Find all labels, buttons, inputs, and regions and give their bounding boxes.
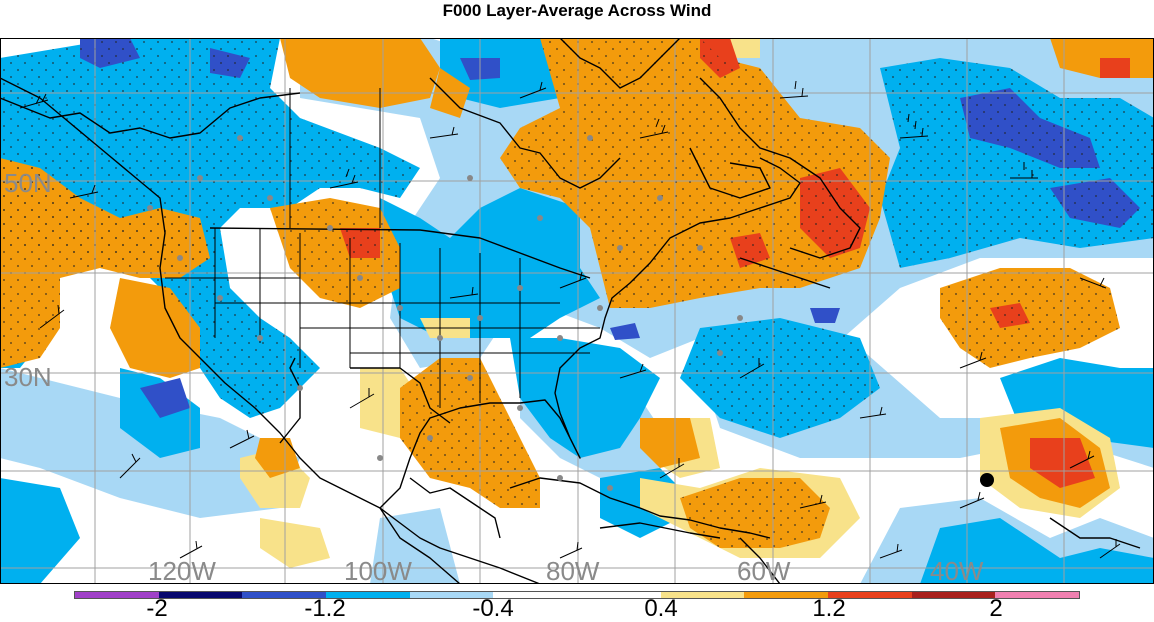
coastlines-borders bbox=[0, 38, 1141, 584]
colorbar-segment-1 bbox=[158, 592, 243, 598]
colorbar-label: 1.2 bbox=[812, 595, 846, 622]
colorbar-segment-0 bbox=[75, 592, 159, 598]
colorbar-segment-7 bbox=[660, 592, 745, 598]
highlight-point-marker bbox=[980, 473, 994, 487]
wind-barbs bbox=[19, 80, 1121, 559]
lat-lon-grid bbox=[0, 38, 1154, 584]
colorbar-labels: -2 -1.2 -0.4 0.4 1.2 2 bbox=[0, 596, 1154, 622]
colorbar-segment-6 bbox=[577, 592, 661, 598]
lon-label-100w: 100W bbox=[344, 556, 412, 584]
lon-label-60w: 60W bbox=[737, 556, 791, 584]
colorbar-label: -2 bbox=[146, 595, 168, 622]
lon-label-80w: 80W bbox=[546, 556, 600, 584]
lat-label-30n: 30N bbox=[4, 362, 52, 392]
colorbar-segment-9 bbox=[828, 592, 912, 598]
colorbar-label: 0.4 bbox=[644, 595, 678, 622]
colorbar-segment-10 bbox=[911, 592, 996, 598]
colorbar-segment-2 bbox=[242, 592, 327, 598]
lon-label-120w: 120W bbox=[148, 556, 216, 584]
map-panel: 50N 30N 120W 100W 80W 60W 40W bbox=[0, 38, 1154, 584]
colorbar-segment-8 bbox=[744, 592, 829, 598]
map-title: F000 Layer-Average Across Wind bbox=[442, 1, 712, 20]
lon-label-40w: 40W bbox=[930, 556, 984, 584]
colorbar-label: -1.2 bbox=[304, 595, 346, 622]
station-dots bbox=[147, 135, 743, 491]
colorbar bbox=[74, 591, 1080, 599]
lat-label-50n: 50N bbox=[4, 168, 52, 198]
colorbar-label: -0.4 bbox=[472, 595, 514, 622]
colorbar-segment-11 bbox=[995, 592, 1080, 598]
colorbar-segment-5 bbox=[493, 592, 578, 598]
colorbar-segment-4 bbox=[409, 592, 494, 598]
colorbar-segment-3 bbox=[326, 592, 410, 598]
colorbar-label: 2 bbox=[989, 595, 1003, 622]
